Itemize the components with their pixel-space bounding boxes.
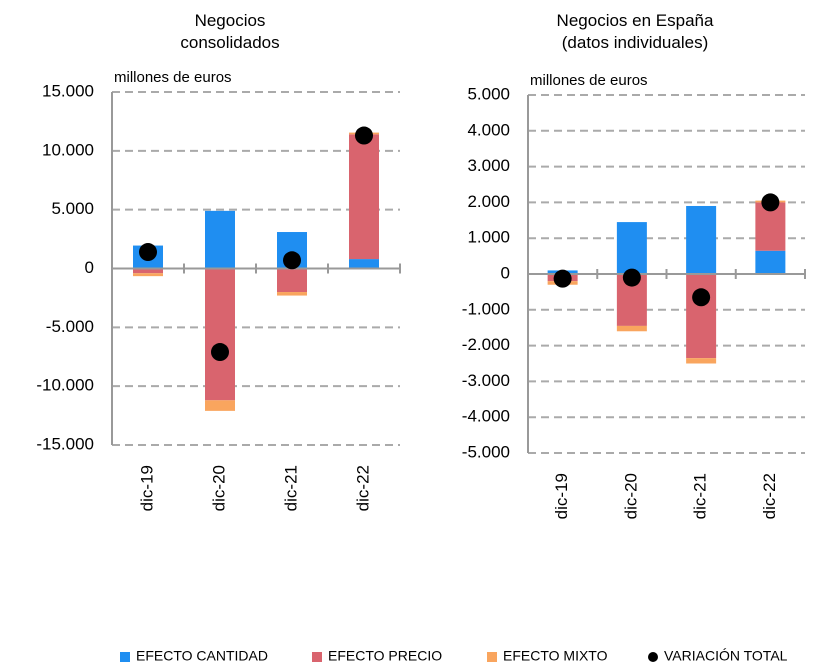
x-tick-label: dic-20: [621, 473, 640, 519]
y-tick-label: -10.000: [36, 376, 94, 395]
dot: [622, 268, 641, 287]
bar-segment: [755, 250, 786, 274]
bar-segment: [349, 259, 379, 269]
dot: [692, 288, 711, 307]
bar-segment: [616, 325, 647, 332]
bar-segment: [349, 134, 379, 260]
legend-marker: [120, 652, 130, 662]
legend-marker: [487, 652, 497, 662]
y-tick-label: 15.000: [42, 81, 94, 100]
y-tick-label: 1.000: [467, 228, 510, 247]
y-tick-label: 2.000: [467, 192, 510, 211]
y-axis-label: millones de euros: [530, 72, 648, 89]
bar-segment: [277, 268, 307, 293]
chart-title: Negocios en España (datos individuales): [556, 11, 714, 52]
x-tick-label: dic-21: [691, 473, 710, 519]
y-tick-label: 4.000: [467, 120, 510, 139]
y-tick-label: 0: [501, 263, 510, 282]
y-tick-label: -5.000: [462, 442, 510, 461]
dot: [761, 193, 780, 212]
bar-segment: [205, 210, 235, 269]
y-tick-label: 5.000: [51, 199, 94, 218]
legend-label: EFECTO PRECIO: [328, 648, 442, 664]
dot: [139, 243, 157, 262]
x-tick-label: dic-19: [552, 473, 571, 519]
legend-marker: [312, 652, 322, 662]
legend-label: VARIACIÓN TOTAL: [664, 648, 788, 664]
y-tick-label: -4.000: [462, 407, 510, 426]
y-tick-label: -5.000: [46, 317, 94, 336]
y-axis-label: millones de euros: [114, 69, 232, 86]
dot: [283, 251, 301, 270]
y-tick-label: -1.000: [462, 299, 510, 318]
y-tick-label: 0: [85, 258, 94, 277]
legend-label: EFECTO MIXTO: [503, 648, 608, 664]
dot: [553, 269, 572, 288]
dot: [355, 126, 373, 145]
bar-segment: [205, 400, 235, 411]
bar-segment: [686, 358, 717, 364]
x-tick-label: dic-19: [137, 465, 156, 511]
x-tick-label: dic-22: [353, 465, 372, 511]
bar-segment: [277, 292, 307, 296]
dot: [211, 343, 229, 362]
y-tick-label: 3.000: [467, 156, 510, 175]
x-tick-label: dic-20: [209, 465, 228, 511]
y-tick-label: -15.000: [36, 434, 94, 453]
bar-segment: [616, 222, 647, 274]
x-tick-label: dic-22: [760, 473, 779, 519]
y-tick-label: -2.000: [462, 335, 510, 354]
bar-segment: [133, 273, 163, 277]
bar-segment: [205, 268, 235, 401]
bar-segment: [686, 205, 717, 274]
y-tick-label: 10.000: [42, 140, 94, 159]
legend-marker: [648, 652, 658, 662]
y-tick-label: 5.000: [467, 84, 510, 103]
x-tick-label: dic-21: [281, 465, 300, 511]
legend-label: EFECTO CANTIDAD: [136, 648, 268, 664]
y-tick-label: -3.000: [462, 371, 510, 390]
bar-segment: [133, 268, 163, 274]
bar-segment: [686, 274, 717, 359]
chart-title: Negocios consolidados: [180, 11, 280, 52]
